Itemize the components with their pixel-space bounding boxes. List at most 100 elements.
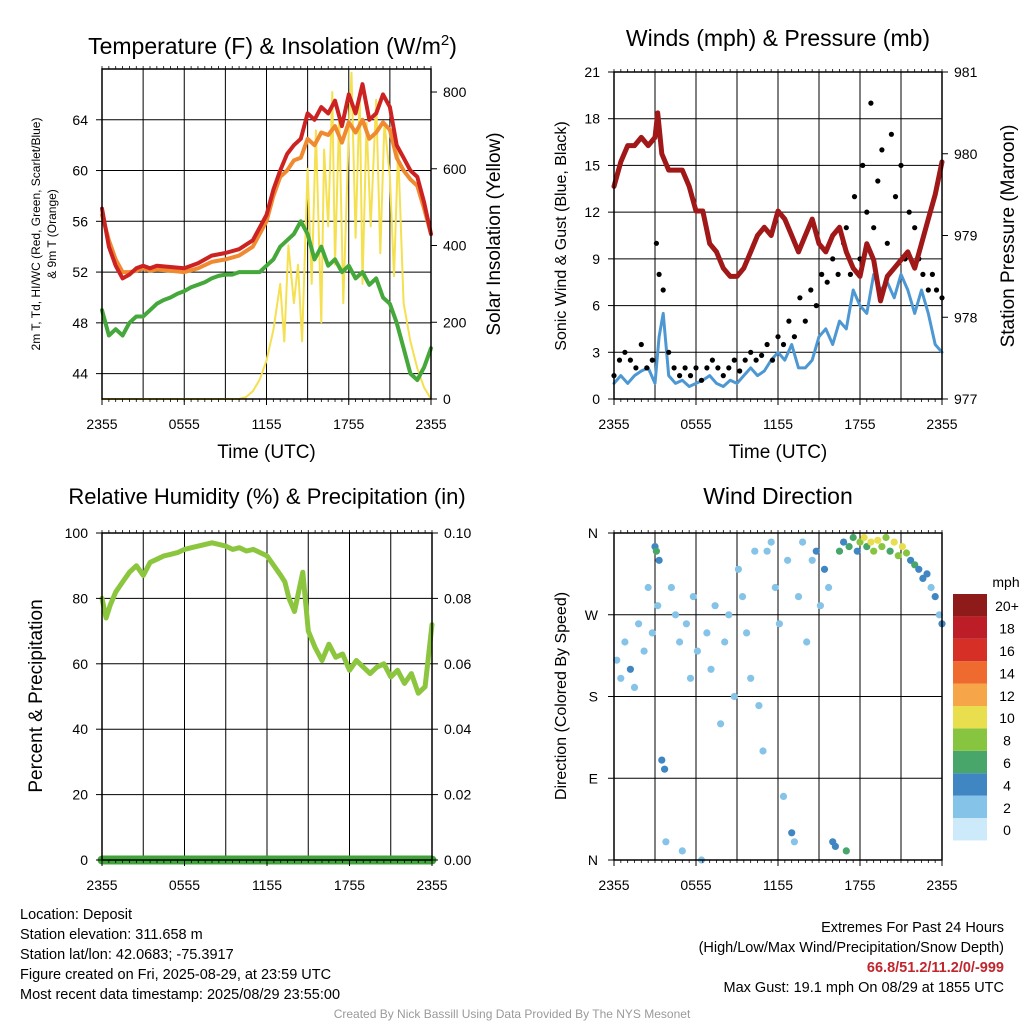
x-axis-label-temp: Time (UTC) (217, 442, 316, 463)
legend-swatch (953, 750, 987, 774)
y-left-tick-label: 6 (592, 298, 600, 314)
wind-direction-point (721, 638, 729, 646)
gust-point (912, 225, 918, 231)
y-left-tick-label: 44 (72, 366, 88, 382)
wind-direction-point (767, 538, 775, 546)
chart-title-temp-sup: 2 (441, 32, 449, 49)
wind-direction-point (654, 602, 662, 610)
wind-direction-point (860, 533, 868, 542)
y-right-tick-label: 200 (443, 314, 467, 330)
wind-direction-point (886, 547, 894, 555)
chart-title-temp-close: ) (449, 33, 457, 59)
gust-point (726, 365, 732, 371)
series-9m-temp-line (100, 117, 433, 275)
wind-direction-point (870, 547, 878, 555)
extremes-values: 66.8/51.2/11.2/0/-999 (866, 960, 1004, 976)
gust-point (824, 279, 830, 285)
extremes-subtitle: (High/Low/Max Wind/Precipitation/Snow De… (698, 940, 1004, 956)
gust-point (616, 357, 623, 363)
chart-title-temp: Temperature (F) & Insolation (W/m2) (88, 32, 457, 59)
wind-direction-point (894, 552, 902, 560)
wind-direction-point (759, 747, 767, 755)
y-left-tick-label: S (589, 689, 598, 705)
legend-swatch (953, 728, 987, 751)
x-tick-label: 2355 (598, 877, 629, 893)
gust-point (649, 357, 655, 363)
chart-title-wind: Winds (mph) & Pressure (mb) (626, 25, 930, 51)
gust-point (868, 100, 874, 106)
x-tick-label: 1755 (334, 877, 365, 893)
gust-point (929, 271, 936, 277)
wind-direction-point (725, 611, 733, 619)
station-info: Location: Deposit Station elevation: 311… (20, 905, 340, 1005)
wind-direction-point (738, 593, 747, 601)
y-right-tick-label: 0.06 (444, 656, 471, 672)
y-left-tick-label: 60 (72, 163, 88, 179)
gust-point (819, 271, 825, 277)
y-right-tick-label: 0.00 (444, 852, 471, 868)
y-right-tick-label: 0.08 (444, 590, 471, 606)
x-tick-label: 2355 (86, 877, 117, 893)
gust-point (808, 287, 814, 293)
gust-point (720, 373, 726, 379)
wind-direction-point (775, 620, 784, 628)
y-right-tick-label: 978 (954, 309, 978, 325)
wind-direction-point (730, 692, 738, 701)
x-tick-label: 1155 (251, 416, 281, 432)
gust-point (813, 303, 819, 309)
legend-label: 2 (1003, 800, 1011, 816)
gust-point (847, 271, 854, 277)
legend-label: 20+ (995, 598, 1019, 614)
y-left-tick-label: 48 (72, 315, 88, 331)
y-right-tick-label: 400 (443, 238, 467, 254)
wind-direction-point (626, 665, 635, 673)
y-left-tick-label: 60 (72, 656, 88, 672)
y-left-tick-label: 18 (584, 111, 600, 127)
legend-label: 10 (999, 710, 1015, 726)
wind-direction-point (902, 549, 911, 557)
gust-point (638, 341, 644, 348)
wind-direction-point (856, 538, 864, 546)
y-left-axis-label-wind-direction: Direction (Colored By Speed) (553, 592, 570, 800)
wind-direction-point (812, 547, 820, 555)
extremes-max-gust: Max Gust: 19.1 mph On 08/29 at 1855 UTC (723, 980, 1004, 996)
series-station-pressure-line (611, 110, 945, 304)
wind-direction-point (689, 593, 697, 601)
y-left-tick-label: 100 (65, 525, 89, 541)
legend-swatch (953, 616, 987, 639)
gust-point (653, 240, 660, 246)
x-tick-label: 1155 (763, 416, 793, 432)
wind-direction-point (840, 538, 848, 546)
wind-direction-point (635, 620, 643, 628)
gust-point (759, 352, 765, 358)
wind-direction-point (644, 583, 652, 592)
wind-direction-point (849, 533, 857, 542)
x-tick-label: 2355 (86, 416, 117, 432)
x-tick-label: 1755 (844, 877, 875, 893)
gust-point (843, 225, 849, 231)
x-tick-label: 2355 (415, 416, 446, 432)
wind-direction-point (648, 629, 656, 637)
wind-direction-point (842, 847, 850, 855)
y-left-tick-label: 15 (584, 157, 600, 173)
legend-swatch (953, 683, 987, 706)
wind-direction-point (931, 593, 939, 601)
wind-direction-point (617, 674, 625, 682)
y-left-tick-label: 12 (584, 204, 600, 220)
legend-swatch (953, 795, 987, 818)
wind-direction-point (655, 556, 663, 564)
wind-direction-point (845, 543, 853, 551)
wind-direction-point (686, 674, 695, 682)
wind-direction-point (640, 647, 648, 655)
gust-point (671, 365, 677, 371)
wind-direction-point (652, 547, 661, 555)
gust-point (860, 162, 866, 168)
extremes-info: Extremes For Past 24 Hours (High/Low/Max… (699, 918, 1004, 998)
y-left-tick-label: E (589, 770, 598, 786)
wind-direction-point (621, 638, 629, 646)
wind-direction-point (882, 533, 890, 542)
wind-direction-point (734, 565, 743, 573)
wind-direction-point (784, 556, 792, 564)
